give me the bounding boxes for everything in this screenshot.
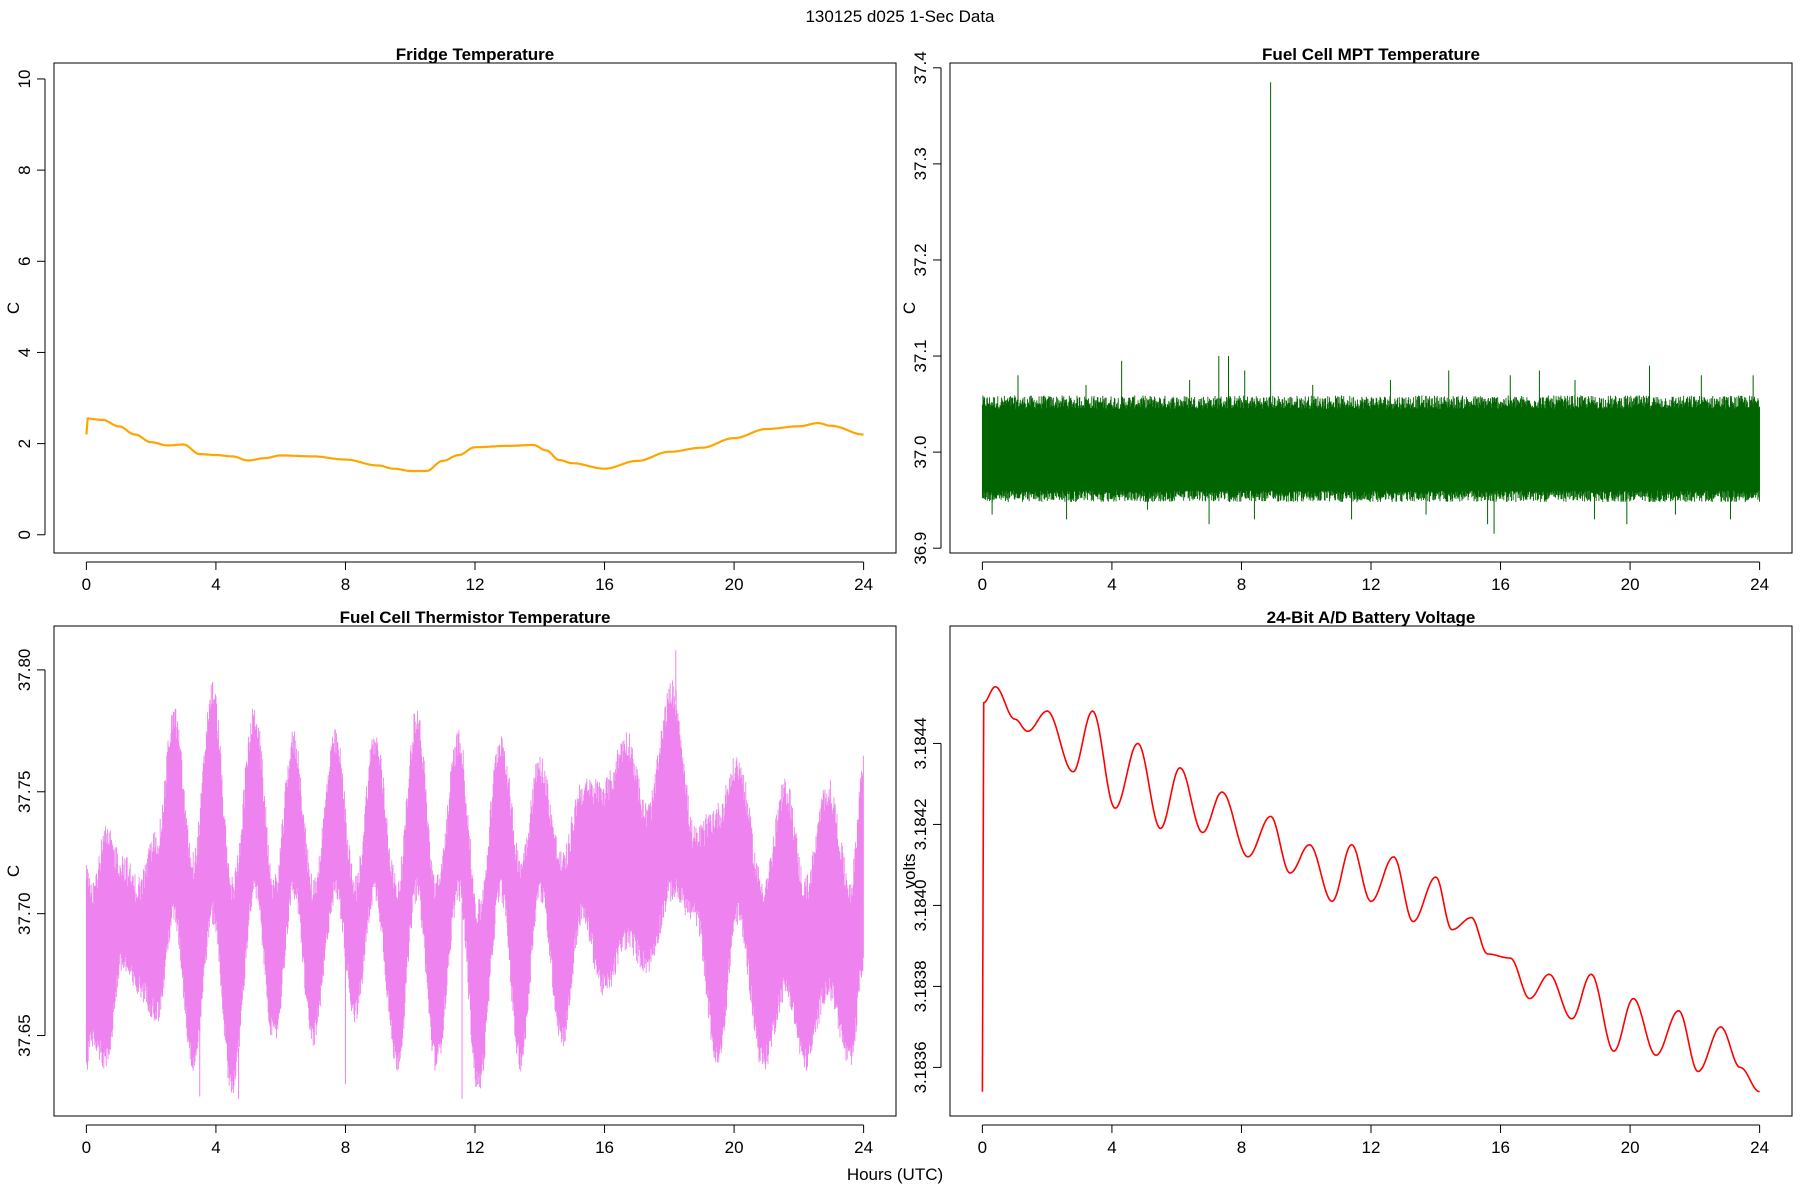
y-tick-label: 3.1842 [911,798,930,850]
y-axis-label: volts [900,854,919,889]
x-tick-label: 16 [1491,575,1510,594]
plot-area [981,685,1760,1093]
y-tick-label: 3.1840 [911,879,930,931]
x-tick-label: 4 [1107,1138,1116,1157]
y-tick-label: 2 [15,439,34,448]
plot-frame [949,62,1793,554]
x-tick-label: 20 [1621,1138,1640,1157]
y-tick-label: 37.1 [911,339,930,372]
panel-fuel-cell-thermistor-temperature: Fuel Cell Thermistor Temperature C 0 4 8 12… [4,608,897,1157]
y-tick-label: 37.75 [15,770,34,813]
x-tick-label: 0 [82,1138,91,1157]
plot-area [85,417,864,473]
y-tick-label: 0 [15,530,34,539]
x-tick-label: 0 [978,575,987,594]
y-tick-label: 36.9 [911,532,930,565]
y-tick-label: 3.1836 [911,1041,930,1093]
panel-title: Fuel Cell Thermistor Temperature [340,608,611,627]
series-line [981,685,1760,1093]
plot-frame [53,625,897,1117]
y-axis-label: C [900,302,919,314]
y-tick-label: 10 [15,69,34,88]
x-tick-label: 16 [1491,1138,1510,1157]
panel-title: Fridge Temperature [396,45,554,64]
plot-area [981,82,1760,534]
x-tick-label: 20 [725,1138,744,1157]
x-tick-label: 12 [1362,1138,1381,1157]
x-tick-label: 4 [211,1138,220,1157]
x-tick-label: 20 [1621,575,1640,594]
y-tick-label: 3.1838 [911,960,930,1012]
plot-frame [53,62,897,554]
x-tick-label: 12 [466,1138,485,1157]
y-tick-label: 37.65 [15,1014,34,1057]
x-tick-label: 24 [1750,1138,1769,1157]
x-tick-label: 24 [1750,575,1769,594]
x-tick-label: 12 [466,575,485,594]
x-tick-label: 16 [595,575,614,594]
x-tick-label: 8 [1237,575,1246,594]
figure-suptitle: 130125 d025 1-Sec Data [805,7,995,26]
panel-battery-voltage: 24-Bit A/D Battery Voltage volts 0 4 8 12 16… [900,608,1793,1157]
y-tick-label: 37.80 [15,649,34,692]
x-tick-label: 8 [1237,1138,1246,1157]
y-tick-label: 37.2 [911,243,930,276]
y-tick-label: 37.3 [911,147,930,180]
x-tick-label: 4 [1107,575,1116,594]
series-line [85,417,864,473]
series-core-band [982,418,1760,481]
plot-frame [949,625,1793,1117]
x-tick-label: 20 [725,575,744,594]
y-tick-label: 37.4 [911,51,930,84]
y-axis-label: C [4,302,23,314]
x-tick-label: 12 [1362,575,1381,594]
panel-title: 24-Bit A/D Battery Voltage [1267,608,1476,627]
figure-xlabel: Hours (UTC) [847,1165,943,1184]
x-tick-label: 4 [211,575,220,594]
y-tick-label: 37.70 [15,892,34,935]
x-tick-label: 24 [854,575,873,594]
panel-fuel-cell-mpt-temperature: Fuel Cell MPT Temperature C 0 4 8 12 16 20 24 3… [900,45,1793,594]
x-tick-label: 24 [854,1138,873,1157]
x-tick-label: 0 [82,575,91,594]
y-tick-label: 4 [15,348,34,357]
panel-title: Fuel Cell MPT Temperature [1262,45,1480,64]
y-tick-label: 3.1844 [911,717,930,769]
x-tick-label: 16 [595,1138,614,1157]
x-tick-label: 8 [341,575,350,594]
x-tick-label: 8 [341,1138,350,1157]
y-tick-label: 8 [15,165,34,174]
plot-area [85,650,864,1099]
x-tick-label: 0 [978,1138,987,1157]
y-tick-label: 6 [15,257,34,266]
y-axis-label: C [4,865,23,877]
series-noise [85,680,864,1093]
y-tick-label: 37.0 [911,436,930,469]
